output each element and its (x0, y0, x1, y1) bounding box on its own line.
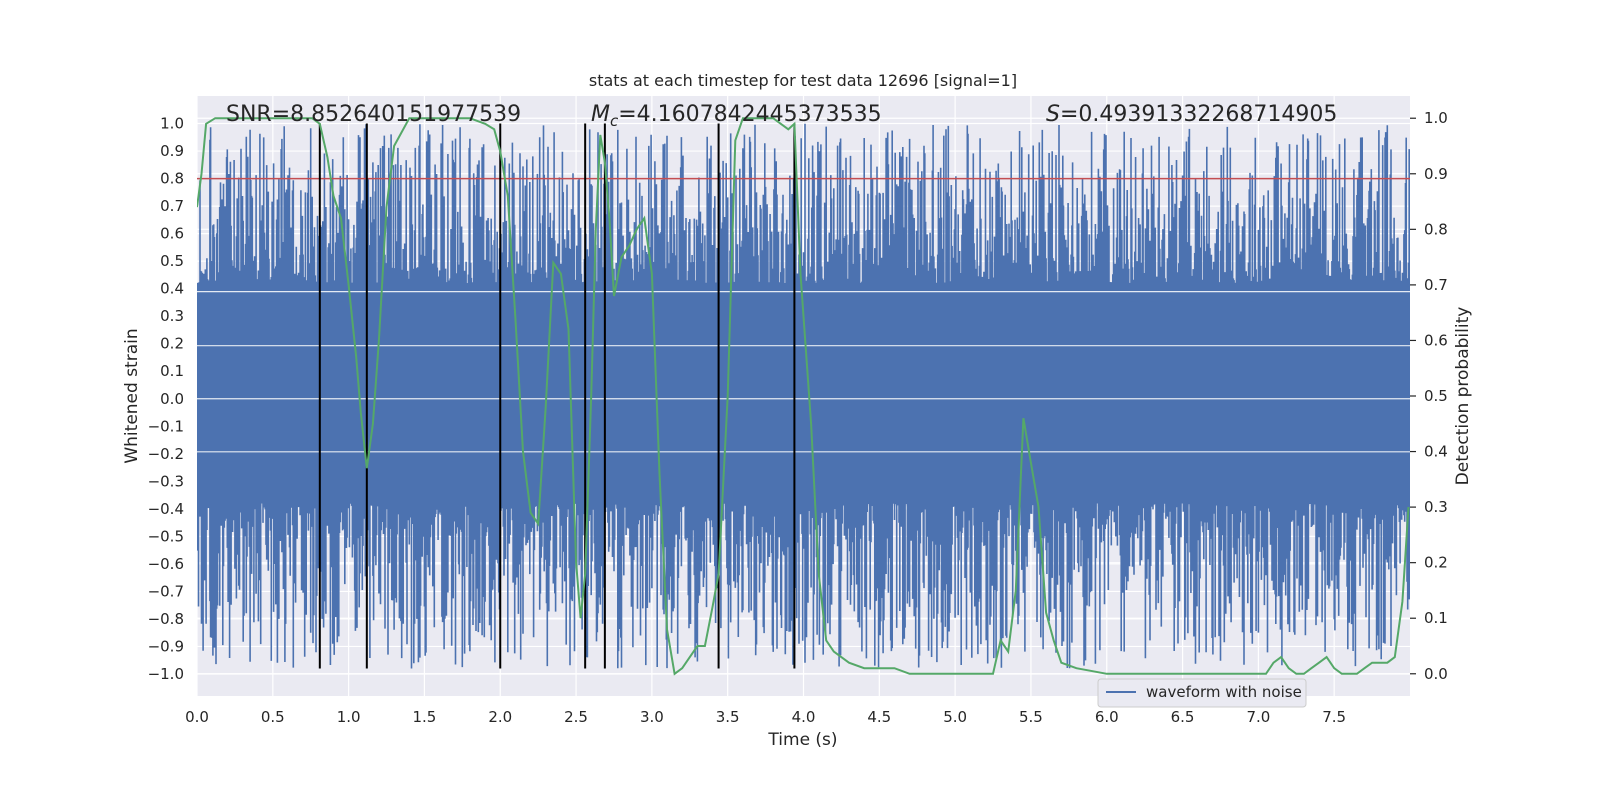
x-tick-label-13: 6.5 (1171, 708, 1195, 726)
left-tick-label-0: −1.0 (148, 665, 184, 683)
left-tick-label-2: −0.8 (148, 610, 184, 628)
chirp-mass-symbol: M (591, 102, 610, 127)
legend-label-waveform: waveform with noise (1146, 683, 1302, 701)
left-tick-label-4: −0.6 (148, 555, 184, 573)
s-annotation: S=0.49391332268714905 (1046, 102, 1337, 127)
right-tick-label-0: 0.0 (1424, 665, 1448, 683)
legend: waveform with noise (1097, 678, 1307, 708)
x-tick-label-0: 0.0 (185, 708, 209, 726)
x-tick-label-6: 3.0 (640, 708, 664, 726)
legend-box (1097, 678, 1307, 708)
chirp-mass-subscript: c (610, 112, 619, 130)
left-tick-label-17: 0.7 (160, 197, 184, 215)
x-tick-label-11: 5.5 (1019, 708, 1043, 726)
left-axis-ticks: −1.0 −0.9 −0.8 −0.7 −0.6 −0.5 −0.4 −0.3 −0.2 −0.1… (148, 115, 184, 683)
x-tick-label-7: 3.5 (716, 708, 740, 726)
right-tick-label-7: 0.7 (1424, 276, 1448, 294)
right-tick-label-1: 0.1 (1424, 609, 1448, 627)
left-tick-label-8: −0.2 (148, 445, 184, 463)
left-tick-label-15: 0.5 (160, 252, 184, 270)
s-value: =0.49391332268714905 (1060, 102, 1337, 127)
left-tick-label-19: 0.9 (160, 142, 184, 160)
x-tick-label-12: 6.0 (1095, 708, 1119, 726)
right-tick-label-6: 0.6 (1424, 331, 1448, 349)
right-tick-label-9: 0.9 (1424, 165, 1448, 183)
x-tick-label-10: 5.0 (943, 708, 967, 726)
left-tick-label-12: 0.2 (160, 335, 184, 353)
x-tick-label-2: 1.0 (337, 708, 361, 726)
snr-annotation: SNR=8.852640151977539 (226, 102, 521, 127)
left-tick-label-13: 0.3 (160, 307, 184, 325)
right-axis-ticks: 0.0 0.1 0.2 0.3 0.4 0.5 0.6 0.7 0.8 0.9 1.0 (1410, 109, 1448, 683)
left-tick-label-5: −0.5 (148, 527, 184, 545)
x-tick-label-14: 7.0 (1246, 708, 1270, 726)
left-tick-label-6: −0.4 (148, 500, 184, 518)
x-axis-label: Time (s) (767, 730, 837, 750)
right-tick-label-10: 1.0 (1424, 109, 1448, 127)
right-tick-label-5: 0.5 (1424, 387, 1448, 405)
left-tick-label-20: 1.0 (160, 115, 184, 133)
left-tick-label-10: 0.0 (160, 390, 184, 408)
left-tick-label-9: −0.1 (148, 417, 184, 435)
left-tick-label-14: 0.4 (160, 280, 184, 298)
left-tick-label-1: −0.9 (148, 637, 184, 655)
x-tick-label-9: 4.5 (867, 708, 891, 726)
left-axis-label: Whitened strain (122, 328, 142, 463)
chirp-mass-value: =4.1607842445373535 (618, 102, 881, 127)
right-axis-label: Detection probability (1453, 307, 1473, 486)
right-tick-label-4: 0.4 (1424, 443, 1448, 461)
right-tick-label-3: 0.3 (1424, 498, 1448, 516)
left-tick-label-16: 0.6 (160, 225, 184, 243)
s-symbol: S (1046, 102, 1060, 127)
detection-probability-line (197, 117, 1410, 676)
x-tick-label-15: 7.5 (1322, 708, 1346, 726)
x-axis-ticks: 0.0 0.5 1.0 1.5 2.0 2.5 3.0 3.5 4.0 4.5 5.0 5.5 6.0 6… (185, 708, 1346, 726)
left-tick-label-3: −0.7 (148, 582, 184, 600)
x-tick-label-5: 2.5 (564, 708, 588, 726)
x-tick-label-4: 2.0 (488, 708, 512, 726)
right-tick-label-2: 0.2 (1424, 554, 1448, 572)
left-tick-label-7: −0.3 (148, 472, 184, 490)
right-tick-label-8: 0.8 (1424, 220, 1448, 238)
left-tick-label-11: 0.1 (160, 362, 184, 380)
left-tick-label-18: 0.8 (160, 170, 184, 188)
x-tick-label-8: 4.0 (792, 708, 816, 726)
x-tick-label-1: 0.5 (261, 708, 285, 726)
chart-title: stats at each timestep for test data 126… (589, 71, 1017, 90)
chirp-mass-annotation: Mc=4.1607842445373535 (591, 102, 882, 130)
x-tick-label-3: 1.5 (413, 708, 437, 726)
